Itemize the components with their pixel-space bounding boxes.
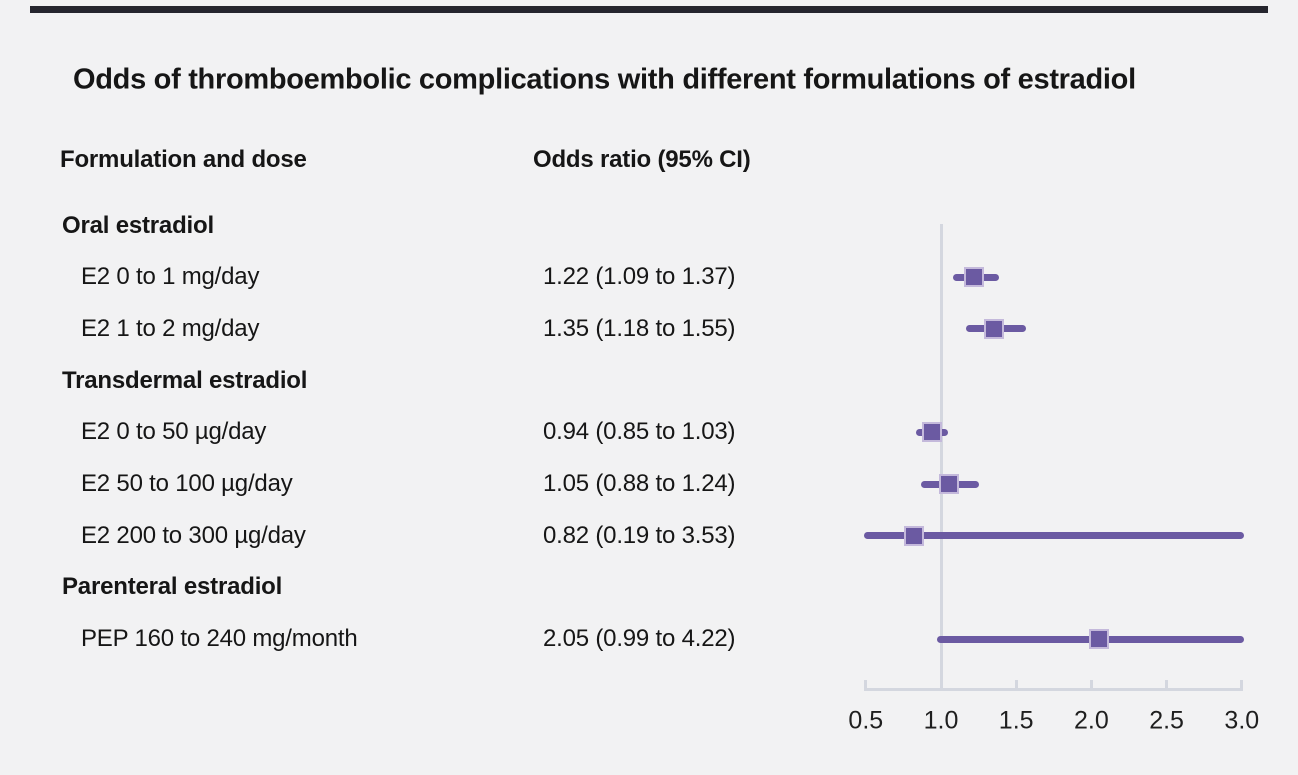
row-label-item: E2 0 to 50 µg/day <box>81 418 267 446</box>
x-tick-mark <box>864 680 868 688</box>
odds-ratio-marker <box>983 318 1004 339</box>
odds-ratio-value: 1.35 (1.18 to 1.55) <box>543 314 736 342</box>
x-tick-label: 2.0 <box>1074 706 1109 735</box>
odds-ratio-marker <box>1088 629 1109 650</box>
odds-ratio-value: 1.22 (1.09 to 1.37) <box>543 263 736 291</box>
x-tick-mark <box>1240 680 1244 688</box>
reference-line <box>939 224 943 688</box>
odds-ratio-value: 1.05 (0.88 to 1.24) <box>543 470 736 497</box>
row-label-item: E2 1 to 2 mg/day <box>81 314 260 342</box>
row-label-item: E2 50 to 100 µg/day <box>81 470 293 497</box>
row-label-item: PEP 160 to 240 mg/month <box>81 625 358 653</box>
x-tick-label: 0.5 <box>848 706 884 735</box>
x-axis-line <box>864 688 1244 691</box>
x-tick-label: 1.5 <box>998 706 1034 735</box>
x-tick-label: 3.0 <box>1224 706 1260 735</box>
odds-ratio-marker <box>921 422 942 443</box>
odds-ratio-value: 0.94 (0.85 to 1.03) <box>543 418 736 446</box>
chart-title: Odds of thromboembolic complications wit… <box>73 63 1136 96</box>
x-tick-mark <box>939 680 943 688</box>
row-label-group: Transdermal estradiol <box>62 366 308 394</box>
x-tick-mark <box>1014 680 1018 688</box>
row-label-group: Oral estradiol <box>62 211 214 239</box>
x-tick-mark <box>1165 680 1169 688</box>
odds-ratio-marker <box>938 474 959 494</box>
odds-ratio-value: 0.82 (0.19 to 3.53) <box>543 521 736 549</box>
row-label-item: E2 200 to 300 µg/day <box>81 521 306 549</box>
row-label-item: E2 0 to 1 mg/day <box>81 263 260 291</box>
odds-ratio-value: 2.05 (0.99 to 4.22) <box>543 625 736 653</box>
x-tick-label: 2.5 <box>1149 706 1184 735</box>
x-tick-label: 1.0 <box>923 706 959 735</box>
row-label-group: Parenteral estradiol <box>62 573 283 601</box>
confidence-interval-line <box>863 532 1244 540</box>
top-accent-bar <box>30 6 1268 13</box>
odds-ratio-marker <box>964 267 985 288</box>
column-header-formulation: Formulation and dose <box>60 146 307 173</box>
x-tick-mark <box>1089 680 1093 688</box>
column-header-odds-ratio: Odds ratio (95% CI) <box>533 146 751 173</box>
odds-ratio-marker <box>903 525 924 546</box>
